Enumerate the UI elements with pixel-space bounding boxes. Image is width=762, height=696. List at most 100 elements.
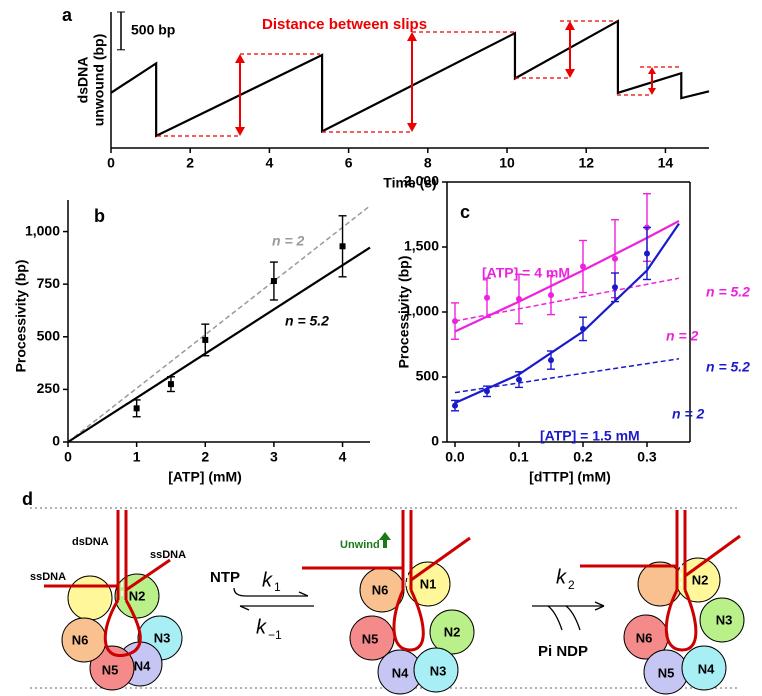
slip-annotations <box>157 20 681 137</box>
subunit-label: N3 <box>154 630 171 645</box>
diagram: d dsDNA ssDNA ssDNA N2 N3 N4 N5 N6 NTP k… <box>22 489 745 695</box>
subunit-label: N2 <box>444 624 461 639</box>
subunit-label: N5 <box>102 662 119 677</box>
point <box>270 278 277 285</box>
x-tick-label: 14 <box>658 155 674 171</box>
series-label: n = 5.2 <box>706 284 750 300</box>
panel-letter: d <box>22 489 33 509</box>
point <box>202 336 209 343</box>
y-tick-label: 250 <box>37 380 61 396</box>
dna-label: dsDNA <box>72 536 109 548</box>
y-tick-label: 2,000 <box>404 173 439 189</box>
x-tick-label: 0 <box>107 155 115 171</box>
subunit-label: N2 <box>129 588 146 603</box>
y-axis-label: Processivity (bp) <box>396 256 412 369</box>
subunit-label: N6 <box>636 630 653 645</box>
point <box>611 255 618 262</box>
point <box>579 263 586 270</box>
point <box>515 376 522 383</box>
fit-line <box>454 222 680 405</box>
subunit-label: N3 <box>430 663 447 678</box>
point <box>339 243 346 250</box>
x-tick-label: 1 <box>133 449 141 465</box>
fit-line <box>454 277 680 322</box>
series-label: n = 5.2 <box>285 313 329 329</box>
products: Pi NDP <box>538 643 588 660</box>
point <box>547 292 554 299</box>
x-tick-label: 6 <box>345 155 353 171</box>
subunit-label: N4 <box>698 661 715 676</box>
rate-sub: 2 <box>568 578 575 592</box>
x-tick-label: 2 <box>201 449 209 465</box>
x-tick-label: 3 <box>270 449 278 465</box>
x-axis-label: [ATP] (mM) <box>168 469 242 485</box>
point <box>451 402 458 409</box>
y-axis-label: unwound (bp) <box>91 34 107 127</box>
series-label: n = 5.2 <box>706 359 750 375</box>
point <box>547 357 554 364</box>
y-tick-label: 750 <box>37 275 61 291</box>
series-label: [ATP] = 4 mM <box>482 265 570 281</box>
series-label: n = 2 <box>672 406 705 422</box>
y-tick-label: 0 <box>431 433 439 449</box>
dna-label: ssDNA <box>30 571 66 583</box>
panel-letter: a <box>62 5 73 25</box>
y-tick-label: 1,000 <box>404 303 439 319</box>
x-tick-label: 8 <box>424 155 432 171</box>
point <box>133 405 140 412</box>
subunit-label: N4 <box>392 665 409 680</box>
x-tick-label: 10 <box>499 155 515 171</box>
fit-line <box>67 246 371 443</box>
x-tick-label: 4 <box>266 155 274 171</box>
rate: k <box>256 616 267 638</box>
x-tick-label: 2 <box>186 155 194 171</box>
subunit-label: N3 <box>716 612 733 627</box>
unwind-label: Unwind <box>340 539 380 551</box>
subunit-label: N6 <box>72 632 89 647</box>
annotation: Distance between slips <box>262 16 427 33</box>
scale-bar-label: 500 bp <box>131 22 175 38</box>
subunit-label: N5 <box>362 631 379 646</box>
trace <box>110 19 710 138</box>
subunit-label: N4 <box>134 658 151 673</box>
series-label: n = 2 <box>272 233 305 249</box>
rate-sub: 1 <box>274 580 281 594</box>
y-tick-label: 500 <box>37 327 61 343</box>
x-tick-label: 0.1 <box>509 449 529 465</box>
x-tick-label: 12 <box>578 155 594 171</box>
panel-letter: c <box>460 202 470 222</box>
x-tick-label: 0.2 <box>573 449 593 465</box>
x-tick-label: 0.0 <box>445 449 465 465</box>
x-axis-label: [dTTP] (mM) <box>529 469 611 485</box>
x-tick-label: 0.3 <box>637 449 657 465</box>
subunit-label: N6 <box>372 582 389 597</box>
y-tick-label: 1,000 <box>25 222 60 238</box>
fit-line <box>454 220 680 333</box>
y-tick-label: 1,500 <box>404 238 439 254</box>
y-axis-label: dsDNA <box>75 57 91 104</box>
point <box>483 294 490 301</box>
x-tick-label: 0 <box>64 449 72 465</box>
subunit-label: N2 <box>692 572 709 587</box>
point <box>167 381 174 388</box>
series-label: n = 2 <box>666 328 699 344</box>
y-axis-label: Processivity (bp) <box>13 260 29 373</box>
y-tick-label: 500 <box>416 368 440 384</box>
x-tick-label: 4 <box>339 449 347 465</box>
series-label: [ATP] = 1.5 mM <box>540 428 640 444</box>
unwind-arrow <box>379 532 391 548</box>
x-axis-label: Time (s) <box>383 175 436 191</box>
point <box>643 250 650 257</box>
subunit-label: N1 <box>420 576 437 591</box>
rate-sub: −1 <box>268 628 282 642</box>
y-tick-label: 0 <box>52 433 60 449</box>
rate: k <box>556 566 567 588</box>
reactant: NTP <box>210 569 240 586</box>
panel-letter: b <box>94 206 105 226</box>
subunit-label: N5 <box>658 665 675 680</box>
point <box>611 284 618 291</box>
rate: k <box>262 569 273 591</box>
dna-label: ssDNA <box>150 549 186 561</box>
fit-line <box>454 358 680 394</box>
